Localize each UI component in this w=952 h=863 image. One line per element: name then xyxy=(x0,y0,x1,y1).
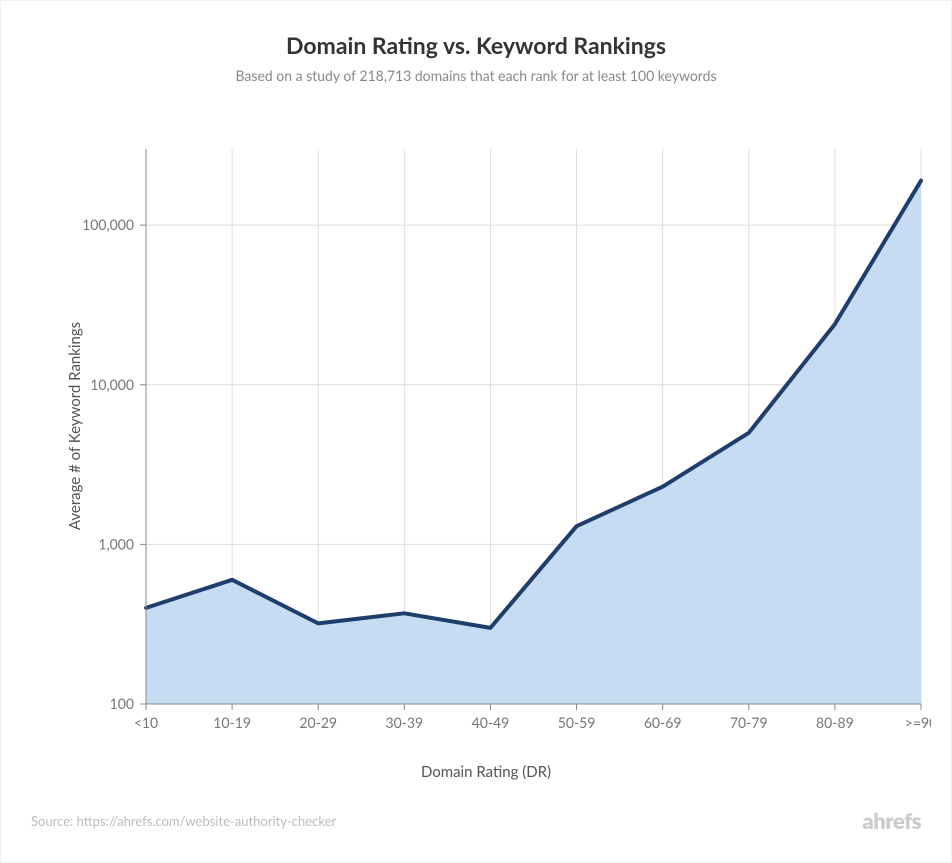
y-tick-label: 1,000 xyxy=(98,535,134,552)
x-tick-label: 30-39 xyxy=(385,714,423,731)
x-tick-label: 60-69 xyxy=(644,714,682,731)
brand-logo: ahrefs xyxy=(862,807,921,834)
x-tick-label: 80-89 xyxy=(816,714,854,731)
area-fill xyxy=(146,181,921,704)
chart-card: Domain Rating vs. Keyword Rankings Based… xyxy=(0,0,952,863)
x-tick-label: <10 xyxy=(134,714,158,731)
area-chart-svg: 100 1,000 10,000 100,000 <10 10-19 20-29 30-39 4… xyxy=(61,139,931,749)
chart-title: Domain Rating vs. Keyword Rankings xyxy=(21,31,931,59)
x-axis-label: Domain Rating (DR) xyxy=(61,763,911,781)
card-footer: Source: https://ahrefs.com/website-autho… xyxy=(31,807,921,834)
source-text: Source: https://ahrefs.com/website-autho… xyxy=(31,813,336,829)
x-tick-label: 50-59 xyxy=(558,714,596,731)
x-tick-label: 70-79 xyxy=(730,714,768,731)
y-axis-label: Average # of Keyword Rankings xyxy=(66,321,84,529)
x-tick-label: 20-29 xyxy=(299,714,337,731)
x-tick-label: 40-49 xyxy=(472,714,510,731)
chart-area: Average # of Keyword Rankings 100 1,000 10… xyxy=(61,139,911,781)
y-tick-label: 100 xyxy=(110,695,134,712)
x-tick-label: 10-19 xyxy=(213,714,251,731)
chart-subtitle: Based on a study of 218,713 domains that… xyxy=(21,67,931,84)
y-tick-label: 10,000 xyxy=(90,376,134,393)
y-tick-label: 100,000 xyxy=(82,216,134,233)
x-tick-label: >=90 xyxy=(905,714,931,731)
